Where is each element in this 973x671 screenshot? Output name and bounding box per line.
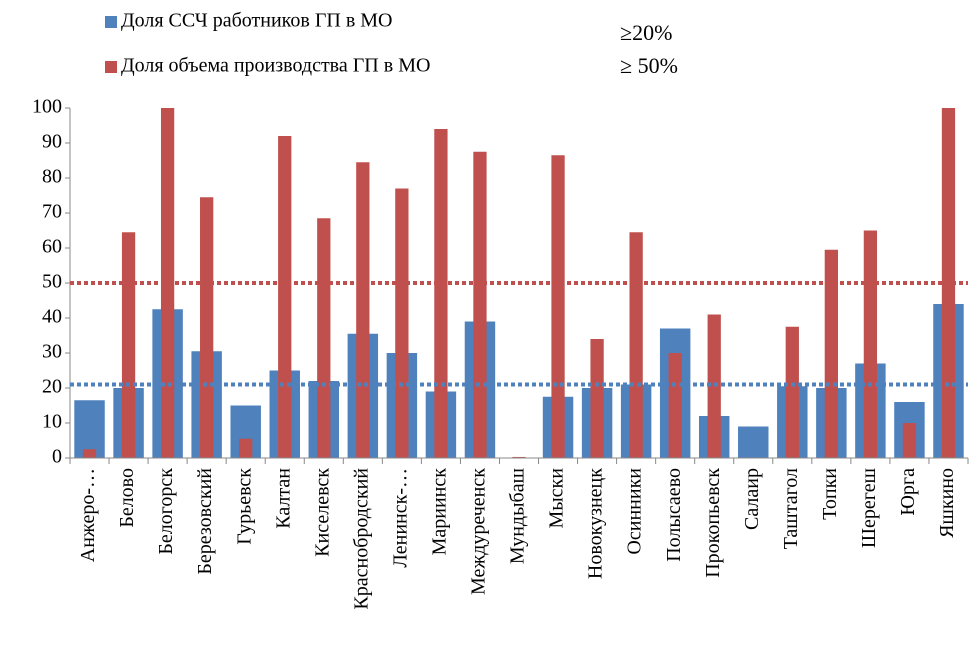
bar: [434, 129, 448, 458]
y-tick-label: 40: [42, 306, 62, 328]
y-tick-label: 0: [52, 446, 62, 468]
x-tick-label: Анжеро-…: [77, 468, 99, 562]
y-tick-label: 20: [42, 376, 62, 398]
x-tick-label: Осинники: [624, 468, 646, 555]
bar: [738, 426, 769, 458]
y-tick-label: 80: [42, 166, 62, 188]
x-tick-label: Гурьевск: [233, 468, 255, 545]
bar: [785, 326, 799, 458]
y-tick-label: 30: [42, 341, 62, 363]
bar: [512, 456, 526, 458]
bar: [395, 188, 409, 458]
x-tick-label: Мундыбаш: [507, 467, 529, 564]
bar: [239, 438, 253, 458]
x-tick-label: Междуреченск: [468, 468, 490, 595]
y-tick-label: 70: [42, 201, 62, 223]
legend-swatch: [105, 61, 117, 73]
threshold-label: ≥20%: [620, 20, 672, 45]
x-tick-label: Полысаево: [663, 468, 685, 562]
bar: [82, 449, 97, 458]
x-tick-label: Краснобродский: [350, 468, 372, 610]
y-tick-label: 100: [32, 96, 62, 118]
bar: [551, 155, 565, 458]
x-tick-label: Белово: [116, 468, 138, 528]
x-tick-label: Новокузнецк: [585, 468, 607, 579]
x-tick-label: Мыски: [546, 468, 568, 529]
legend-label: Доля объема производства ГП в МО: [121, 55, 430, 77]
x-tick-label: Яшкино: [936, 468, 958, 538]
x-tick-label: Калтан: [272, 468, 294, 529]
bar: [824, 249, 838, 458]
y-tick-label: 50: [42, 271, 62, 293]
bar: [278, 136, 292, 458]
threshold-label: ≥ 50%: [620, 53, 678, 78]
x-tick-label: Белогорск: [155, 468, 177, 555]
bar: [629, 232, 643, 458]
bar: [121, 232, 136, 458]
x-tick-label: Шерегеш: [858, 467, 880, 548]
x-tick-label: Мариинск: [429, 468, 451, 556]
bar: [74, 400, 105, 458]
x-tick-label: Таштагол: [780, 468, 802, 549]
x-tick-label: Топки: [819, 468, 841, 520]
x-tick-label: Киселевск: [311, 468, 333, 557]
y-tick-label: 90: [42, 131, 62, 153]
bar: [356, 162, 370, 458]
bar: [317, 218, 331, 458]
x-tick-label: Березовский: [194, 468, 216, 575]
bar: [473, 151, 487, 458]
bar: [590, 339, 604, 458]
bar: [200, 197, 214, 458]
legend-swatch: [105, 16, 117, 28]
bar: [668, 353, 682, 458]
bar: [160, 108, 175, 458]
y-tick-label: 10: [42, 411, 62, 433]
x-tick-label: Прокопьевск: [702, 468, 724, 578]
bar: [863, 230, 878, 458]
legend-label: Доля ССЧ работников ГП в МО: [121, 10, 393, 32]
y-tick-label: 60: [42, 236, 62, 258]
bar: [902, 423, 917, 458]
x-tick-label: Юрга: [897, 468, 919, 516]
x-tick-label: Салаир: [741, 468, 763, 530]
x-tick-label: Ленинск-…: [389, 468, 411, 568]
